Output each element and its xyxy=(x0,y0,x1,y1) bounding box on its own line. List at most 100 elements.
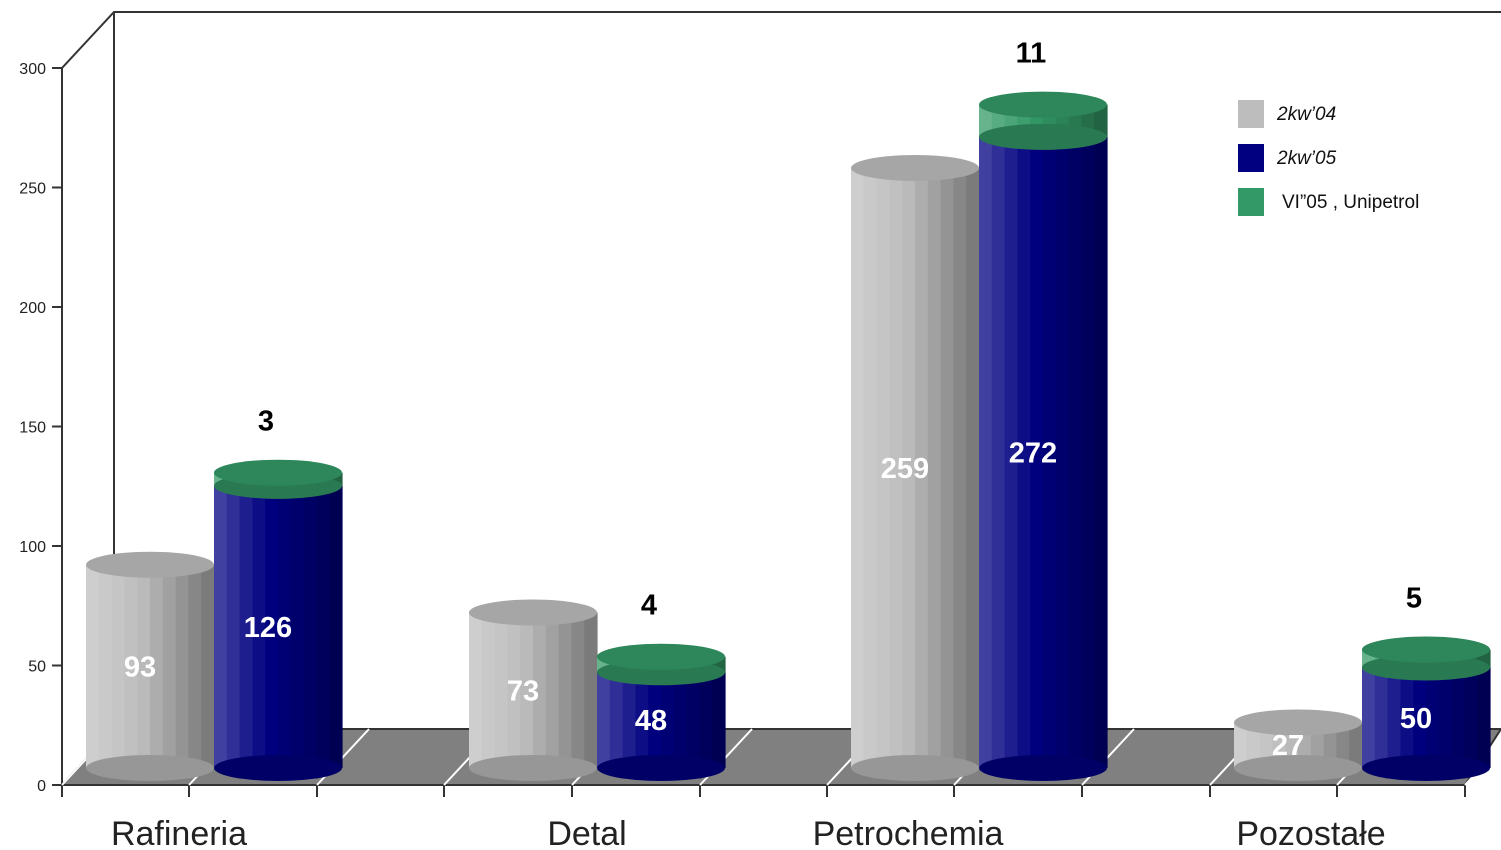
bar-strip xyxy=(175,564,189,768)
bar-strip xyxy=(979,104,993,137)
category-label: Petrochemia xyxy=(813,815,1004,850)
bar-base xyxy=(214,755,342,781)
y-tick-label: 300 xyxy=(19,61,46,78)
bar-2kw05-3 xyxy=(1362,667,1491,781)
bar-2kw05-1 xyxy=(597,672,726,781)
bar-strip xyxy=(686,672,700,768)
bar-strip xyxy=(1081,136,1095,769)
data-label: 27 xyxy=(1272,730,1304,762)
bar-strip xyxy=(597,672,611,768)
bar-strip xyxy=(1349,722,1363,768)
bar-strip xyxy=(290,485,305,768)
data-label: 272 xyxy=(1009,437,1057,469)
bar-strip xyxy=(1055,136,1070,769)
bar-strip xyxy=(329,485,343,768)
bar-strip xyxy=(316,485,330,768)
bar-strip xyxy=(648,672,662,768)
data-label-top: 5 xyxy=(1406,583,1422,615)
bar-base xyxy=(851,755,979,781)
bar-strip xyxy=(1017,136,1031,769)
bars: 93 126 3 73 48 4 259 272 11 27 50 5 xyxy=(86,38,1491,781)
bar-strip xyxy=(98,564,113,768)
bar-strip xyxy=(265,485,279,768)
bar-top-2kw04 xyxy=(86,551,214,578)
bar-2kw04-0 xyxy=(86,564,215,781)
bar-strip xyxy=(252,485,266,768)
bar-2kw05-2 xyxy=(979,136,1108,781)
y-tick-label: 150 xyxy=(19,420,46,437)
bar-strip xyxy=(1362,667,1376,768)
bar-strip xyxy=(1004,136,1018,769)
legend-swatch xyxy=(1238,144,1264,172)
bar-strip xyxy=(124,564,138,768)
bar-strip xyxy=(966,167,980,769)
bar-strip xyxy=(635,672,649,768)
bar-strip xyxy=(979,136,993,769)
y-tick-label: 0 xyxy=(37,778,46,795)
bar-strip xyxy=(1043,136,1057,769)
legend-label: 2kw’04 xyxy=(1276,104,1336,125)
bar-strip xyxy=(469,612,483,768)
bar-strip xyxy=(520,612,534,768)
y-tick-label: 200 xyxy=(19,300,46,317)
bar-strip xyxy=(1094,104,1108,137)
bar-strip xyxy=(1451,667,1465,768)
bar-strip xyxy=(1413,667,1427,768)
data-label: 259 xyxy=(881,453,929,485)
bar-strip xyxy=(902,167,916,769)
bar-2kw04-1 xyxy=(469,612,598,781)
bar-strip xyxy=(940,167,954,769)
bar-2kw04-2 xyxy=(851,167,980,781)
bar-strip xyxy=(927,167,942,769)
bar-strip xyxy=(609,672,624,768)
bar-strip xyxy=(1234,722,1248,768)
y-tick-label: 50 xyxy=(28,659,46,676)
bar-strip xyxy=(1464,667,1478,768)
category-label: Detal xyxy=(547,815,626,850)
bar-strip xyxy=(991,136,1006,769)
bar-strip xyxy=(481,612,496,768)
bar-strip xyxy=(863,167,878,769)
bar-top-2kw04 xyxy=(851,154,979,181)
bar-strip xyxy=(1400,667,1414,768)
bar-base xyxy=(1362,654,1490,681)
bar-base xyxy=(469,755,597,781)
bar-strip xyxy=(1246,722,1261,768)
data-label: 126 xyxy=(244,612,292,644)
bar-base xyxy=(979,123,1107,150)
bar-strip xyxy=(571,612,585,768)
bar-strip xyxy=(545,612,560,768)
bar-strip xyxy=(1387,667,1401,768)
bar-strip xyxy=(111,564,125,768)
y-axis: 0 50 100 150 200 250 300 xyxy=(19,61,62,795)
bar-top-2kw04 xyxy=(1234,709,1362,736)
bar-top-vi05 xyxy=(597,643,725,670)
bar-strip xyxy=(201,564,215,768)
bar-strip xyxy=(507,612,521,768)
bar-strip xyxy=(86,564,100,768)
bar-base xyxy=(597,755,725,781)
bar-base xyxy=(979,755,1107,781)
bar-strip xyxy=(1426,667,1440,768)
bar-strip xyxy=(712,672,726,768)
bar-top-vi05 xyxy=(214,459,342,486)
bar-strip xyxy=(214,485,228,768)
bar-strip xyxy=(162,564,177,768)
bar-strip xyxy=(699,672,713,768)
bar-base xyxy=(1362,755,1490,781)
bar-strip xyxy=(1068,136,1082,769)
bar-base xyxy=(86,755,214,781)
bar-strip xyxy=(1336,722,1350,768)
bar-strip xyxy=(226,485,241,768)
bar-strip xyxy=(278,485,292,768)
data-label-top: 4 xyxy=(641,590,657,622)
bar-strip xyxy=(137,564,151,768)
bar-strip xyxy=(1438,667,1453,768)
bar-strip xyxy=(239,485,253,768)
category-label: Rafineria xyxy=(111,815,247,850)
legend-swatch xyxy=(1238,188,1264,216)
legend: 2kw’04 2kw’05 VI”05 , Unipetrol xyxy=(1238,100,1419,216)
data-label: 73 xyxy=(507,675,539,707)
legend-label: 2kw’05 xyxy=(1276,148,1337,169)
